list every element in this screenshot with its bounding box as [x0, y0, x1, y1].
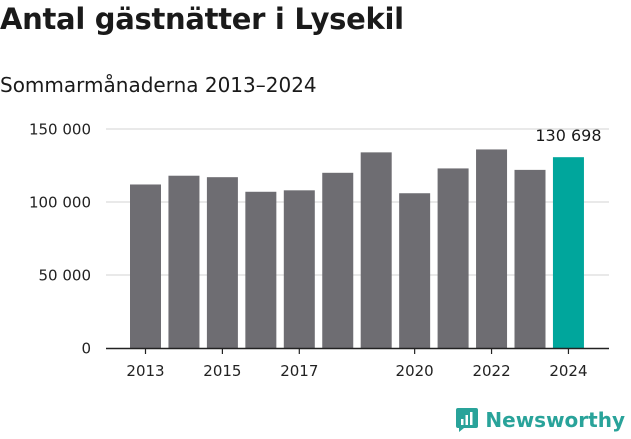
x-tick-label: 2024	[549, 362, 587, 380]
x-tick-label: 2022	[472, 362, 510, 380]
x-tick-label: 2017	[280, 362, 318, 380]
bar-2013	[130, 184, 161, 348]
newsworthy-logo: Newsworthy	[455, 407, 625, 433]
bar-2023	[514, 169, 546, 348]
x-tick-label: 2013	[126, 362, 164, 380]
bar-2020	[399, 193, 431, 348]
bar-2022	[476, 149, 508, 348]
brand-name: Newsworthy	[485, 408, 625, 432]
bar-2015	[206, 177, 238, 348]
y-tick-label: 100 000	[29, 194, 91, 212]
bar-2021	[437, 168, 469, 348]
y-tick-label: 50 000	[39, 267, 92, 285]
y-tick-label: 0	[81, 340, 91, 358]
chart-subtitle: Sommarmånaderna 2013–2024	[0, 73, 317, 97]
bar-2019	[360, 152, 392, 348]
chart-bubble-icon	[456, 408, 479, 432]
chart-title: Antal gästnätter i Lysekil	[0, 2, 404, 36]
bar-2014	[168, 175, 200, 348]
bar-2024	[552, 157, 584, 348]
bar-2017	[283, 190, 315, 348]
x-tick-label: 2015	[203, 362, 241, 380]
x-tick-label: 2020	[396, 362, 434, 380]
bar-2016	[245, 191, 277, 348]
bar-2018	[322, 172, 354, 348]
data-label: 130 698	[535, 126, 601, 145]
y-tick-label: 150 000	[29, 121, 91, 139]
